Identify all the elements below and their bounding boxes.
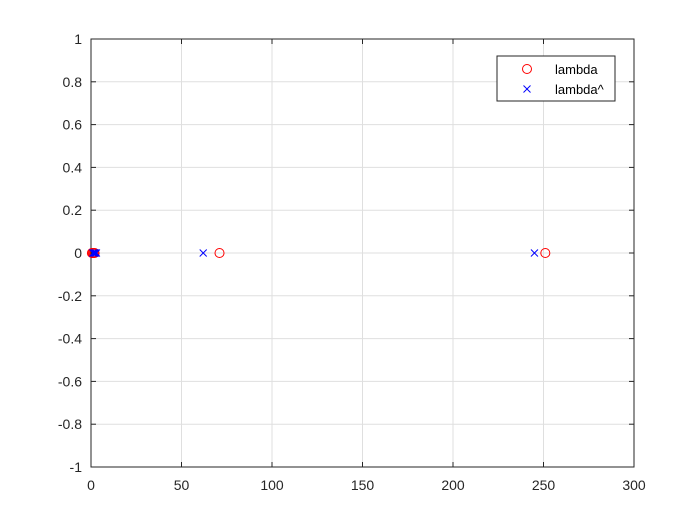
tick-labels: 0 50 100 150 200 250 300 -1 -0.8 -0.6 -0.4 -0.2 0 0.2… <box>58 31 646 493</box>
x-point <box>88 249 97 257</box>
legend-marker-circle <box>522 64 532 74</box>
x-point <box>530 249 539 257</box>
x-tick-label: 250 <box>532 477 556 493</box>
data-points <box>86 248 551 258</box>
y-tick-label: -0.4 <box>58 331 82 347</box>
y-tick-label: 0.4 <box>63 159 83 175</box>
x-tick-label: 300 <box>622 477 646 493</box>
axes <box>90 38 635 468</box>
y-tick-label: 0.8 <box>63 74 83 90</box>
series-lambda-hat <box>88 249 539 257</box>
y-tick-label: 1 <box>74 31 82 47</box>
circle-point <box>214 248 225 258</box>
x-tick-label: 0 <box>87 477 95 493</box>
y-tick-label: 0.6 <box>63 117 83 133</box>
x-point <box>90 249 99 257</box>
x-tick-label: 100 <box>260 477 284 493</box>
grid <box>91 39 634 467</box>
x-tick-label: 50 <box>174 477 190 493</box>
x-tick-label: 150 <box>351 477 375 493</box>
legend-label: lambda^ <box>555 82 605 97</box>
circle-point <box>89 248 100 258</box>
y-tick-label: -0.6 <box>58 373 82 389</box>
x-point <box>89 249 98 257</box>
legend-marker-x <box>523 85 531 93</box>
x-point <box>92 249 101 257</box>
x-tick-label: 200 <box>441 477 465 493</box>
circle-point <box>540 248 551 258</box>
y-tick-label: 0.2 <box>63 202 83 218</box>
legend-box <box>496 55 616 102</box>
y-tick-label: -0.2 <box>58 288 82 304</box>
series-lambda <box>86 248 551 258</box>
legend[interactable]: lambda lambda^ <box>496 55 616 102</box>
y-tick-label: -1 <box>70 459 83 475</box>
y-tick-label: 0 <box>74 245 82 261</box>
x-point <box>199 249 208 257</box>
legend-label: lambda <box>555 62 598 77</box>
y-tick-label: -0.8 <box>58 416 82 432</box>
x-point <box>91 249 100 257</box>
